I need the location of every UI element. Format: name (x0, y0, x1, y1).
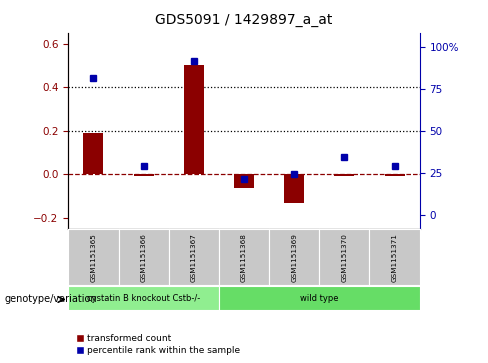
Text: GDS5091 / 1429897_a_at: GDS5091 / 1429897_a_at (155, 13, 333, 27)
Bar (385, 174, 405, 176)
Bar (234, 174, 254, 188)
Text: GSM1151371: GSM1151371 (391, 233, 398, 282)
Bar (184, 65, 204, 174)
Text: GSM1151370: GSM1151370 (342, 233, 347, 282)
Text: cystatin B knockout Cstb-/-: cystatin B knockout Cstb-/- (87, 294, 200, 302)
Bar (83, 133, 103, 174)
Text: GSM1151369: GSM1151369 (291, 233, 297, 282)
Legend: transformed count, percentile rank within the sample: transformed count, percentile rank withi… (73, 331, 244, 359)
Text: GSM1151366: GSM1151366 (141, 233, 146, 282)
Bar (334, 174, 354, 176)
Text: genotype/variation: genotype/variation (5, 294, 98, 305)
Text: wild type: wild type (300, 294, 339, 302)
Text: GSM1151365: GSM1151365 (90, 233, 97, 282)
Bar (284, 174, 304, 203)
Text: GSM1151368: GSM1151368 (241, 233, 247, 282)
Text: GSM1151367: GSM1151367 (191, 233, 197, 282)
Bar (134, 174, 154, 176)
